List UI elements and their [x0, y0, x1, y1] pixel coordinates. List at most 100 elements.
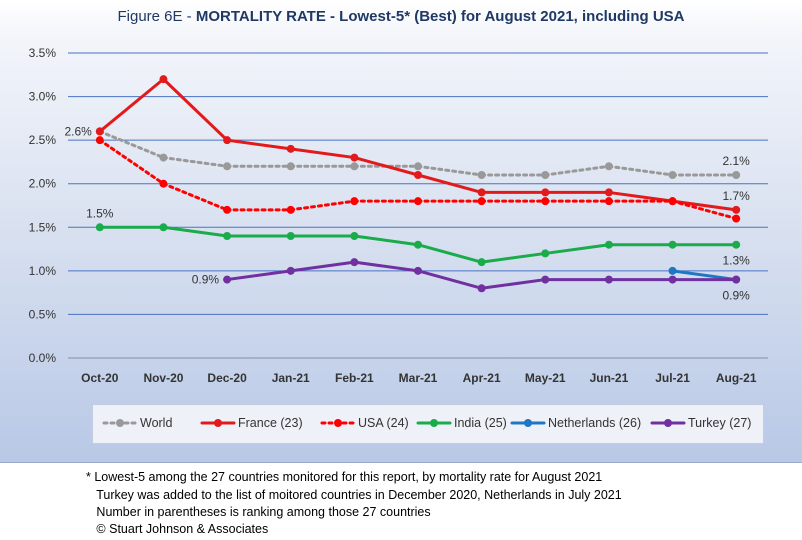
data-point [286, 205, 295, 214]
data-point [95, 136, 104, 145]
data-point [604, 275, 613, 284]
legend-label: World [140, 416, 172, 430]
series-line-segment [161, 182, 229, 212]
data-point [350, 232, 359, 240]
data-point [541, 275, 550, 284]
series-line-segment [607, 190, 675, 203]
x-tick-label: Oct-20 [81, 371, 119, 385]
data-point [350, 258, 359, 267]
legend-label: India (25) [454, 416, 507, 430]
series-line-segment [416, 243, 484, 264]
data-label: 1.3% [723, 254, 751, 268]
data-point [604, 188, 613, 197]
y-tick-label: 2.0% [29, 177, 57, 191]
data-point [732, 205, 741, 214]
data-point [541, 197, 550, 206]
data-point [95, 127, 104, 136]
x-tick-label: Feb-21 [335, 371, 374, 385]
data-point [477, 171, 486, 179]
x-tick-label: Jan-21 [272, 371, 310, 385]
x-tick-label: Mar-21 [399, 371, 438, 385]
data-point [732, 240, 741, 249]
legend-label: France (23) [238, 416, 303, 430]
data-point [477, 197, 486, 206]
data-label: 2.1% [723, 154, 751, 168]
series-line-segment [543, 164, 611, 177]
data-point [159, 75, 168, 84]
legend-swatch-marker [524, 419, 532, 427]
data-point [350, 197, 359, 206]
chart-title: Figure 6E - MORTALITY RATE - Lowest-5* (… [0, 8, 802, 25]
series-line-segment [289, 147, 356, 160]
y-tick-label: 0.0% [29, 351, 57, 365]
data-point [732, 171, 741, 179]
data-point [477, 284, 486, 293]
data-point [350, 162, 359, 171]
data-label: 0.9% [723, 289, 751, 303]
data-point [414, 197, 422, 206]
data-point [414, 266, 422, 275]
series-line-segment [480, 251, 547, 264]
y-tick-label: 3.0% [29, 90, 57, 104]
data-point [223, 232, 232, 240]
series-line-segment [225, 138, 293, 151]
data-point [668, 275, 677, 284]
x-tick-label: Aug-21 [716, 371, 757, 385]
data-point [604, 197, 613, 206]
series-line-segment [543, 243, 611, 255]
series-line-segment [416, 164, 484, 177]
data-point [732, 214, 741, 223]
series-line-segment [671, 199, 738, 221]
y-tick-label: 1.5% [29, 220, 57, 234]
data-point [604, 162, 613, 171]
data-point [668, 266, 677, 275]
series-line-segment [161, 77, 229, 142]
series-line-segment [98, 138, 165, 186]
legend-label: Netherlands (26) [548, 416, 641, 430]
data-point [286, 144, 295, 153]
series-line-segment [480, 278, 547, 290]
data-point [668, 240, 677, 249]
data-point [541, 171, 550, 179]
x-tick-label: Jun-21 [590, 371, 629, 385]
data-point [223, 162, 232, 171]
footnote-line-3: Number in parentheses is ranking among t… [86, 505, 431, 519]
data-point [159, 223, 168, 232]
series-line-segment [352, 260, 420, 273]
legend-swatch-marker [116, 419, 124, 427]
y-tick-label: 1.0% [29, 264, 57, 278]
data-point [668, 197, 677, 206]
data-point [350, 153, 359, 162]
legend-swatch-marker [334, 419, 342, 427]
data-point [414, 171, 422, 179]
x-tick-label: Nov-20 [143, 371, 183, 385]
data-point [414, 240, 422, 249]
series-line-segment [352, 156, 420, 177]
series-line-segment [161, 156, 229, 168]
data-label: 2.6% [64, 124, 92, 138]
legend-swatch-marker [214, 419, 222, 427]
data-point [668, 171, 677, 179]
series-line-segment [671, 199, 738, 212]
series-line-segment [289, 199, 356, 212]
chart-title-main: MORTALITY RATE - Lowest-5* (Best) for Au… [195, 8, 685, 25]
footnote-line-4: © Stuart Johnson & Associates [86, 522, 269, 536]
series-line-segment [98, 77, 165, 133]
data-point [223, 136, 232, 145]
series-line-segment [416, 269, 484, 290]
legend-swatch-marker [430, 419, 438, 427]
data-point [541, 249, 550, 258]
series-line-segment [98, 129, 165, 160]
data-point [159, 153, 168, 162]
data-point [604, 240, 613, 249]
series-line-segment [289, 260, 356, 273]
data-point [286, 162, 295, 171]
data-point [223, 205, 232, 214]
data-point [286, 266, 295, 275]
data-point [159, 179, 168, 188]
data-point [477, 188, 486, 197]
data-label: 1.7% [723, 189, 751, 203]
chart-title-prefix: Figure 6E - [117, 8, 196, 25]
data-point [477, 258, 486, 267]
x-tick-label: Apr-21 [463, 371, 501, 385]
